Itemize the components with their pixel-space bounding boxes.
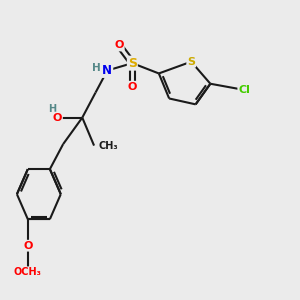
- Text: O: O: [128, 82, 137, 92]
- Text: H: H: [48, 104, 56, 114]
- Text: H: H: [92, 63, 100, 73]
- Text: O: O: [23, 241, 32, 251]
- Text: O: O: [114, 40, 124, 50]
- Text: O: O: [52, 112, 62, 123]
- Text: CH₃: CH₃: [98, 141, 118, 151]
- Text: S: S: [128, 57, 137, 70]
- Text: S: S: [187, 57, 195, 67]
- Text: Cl: Cl: [238, 85, 250, 94]
- Text: N: N: [102, 64, 112, 77]
- Text: OCH₃: OCH₃: [14, 267, 42, 277]
